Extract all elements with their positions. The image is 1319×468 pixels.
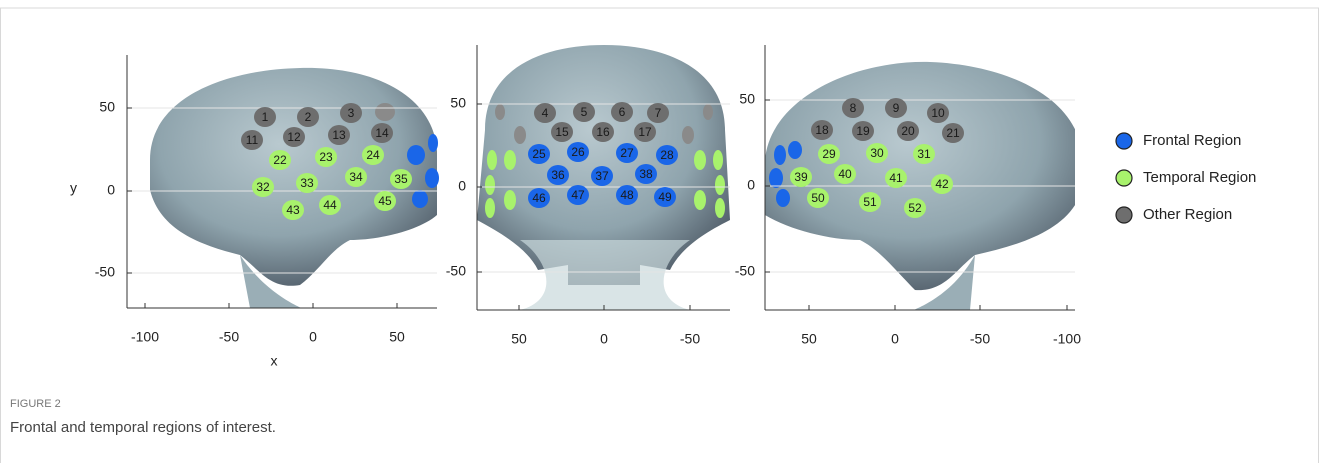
sensor-label: 38 — [639, 167, 653, 181]
caption-label: FIGURE 2 — [10, 398, 61, 410]
sensor-label: 11 — [246, 133, 259, 147]
sensor-label: 7 — [655, 106, 662, 120]
sensor-label: 49 — [658, 190, 672, 204]
sensor-label: 32 — [256, 180, 270, 194]
x-tick-label: -50 — [219, 329, 239, 345]
sensor-label: 27 — [620, 146, 634, 160]
sensor-label: 15 — [555, 125, 569, 139]
sensor-label: 6 — [619, 105, 626, 119]
y-tick-label: 50 — [739, 91, 755, 107]
sensor-label: 35 — [394, 172, 408, 186]
sensor-label: 18 — [815, 123, 829, 137]
sensor-label: 48 — [620, 188, 634, 202]
sensor-label: 25 — [532, 147, 546, 161]
y-tick-label: 50 — [99, 99, 115, 115]
sensor-label: 22 — [273, 153, 287, 167]
sensor-label: 19 — [856, 124, 870, 138]
sensor-label: 4 — [542, 106, 549, 120]
sensor-label: 29 — [822, 147, 836, 161]
x-tick-label: -100 — [131, 329, 159, 345]
sensor-label: 26 — [571, 145, 585, 159]
y-tick-label: -50 — [735, 263, 755, 279]
figure: y x FIGURE 2 Frontal and temporal region… — [0, 0, 1319, 463]
x-tick-label: -100 — [1053, 331, 1081, 347]
sensor-label: 52 — [908, 201, 922, 215]
sensor-label: 44 — [323, 198, 337, 212]
sensor-label: 21 — [946, 126, 960, 140]
y-tick-label: -50 — [446, 263, 466, 279]
x-tick-label: 0 — [309, 329, 317, 345]
page: y x FIGURE 2 Frontal and temporal region… — [0, 0, 1319, 468]
sensor-label: 39 — [794, 170, 808, 184]
sensor-label: 2 — [305, 110, 312, 124]
y-tick-label: 0 — [107, 182, 115, 198]
sensor-label: 28 — [660, 148, 674, 162]
caption: Frontal and temporal regions of interest… — [10, 419, 276, 436]
sensor-label: 47 — [571, 188, 585, 202]
sensor-label: 5 — [581, 105, 588, 119]
y-tick-label: 0 — [458, 178, 466, 194]
sensor-label: 10 — [931, 106, 945, 120]
sensor-label: 16 — [596, 125, 610, 139]
y-tick-label: -50 — [95, 264, 115, 280]
x-axis-label: x — [271, 353, 278, 369]
y-tick-label: 0 — [747, 177, 755, 193]
sensor-label: 40 — [838, 167, 852, 181]
legend-swatch — [1116, 207, 1132, 223]
sensor-label: 46 — [532, 191, 546, 205]
sensor-label: 41 — [889, 171, 903, 185]
sensor-label: 45 — [378, 194, 392, 208]
sensor-label: 31 — [917, 147, 931, 161]
legend-swatch — [1116, 170, 1132, 186]
sensor-label: 33 — [300, 176, 314, 190]
x-tick-label: 50 — [801, 331, 817, 347]
sensor-label: 8 — [850, 101, 857, 115]
legend-label: Frontal Region — [1143, 132, 1241, 149]
y-tick-label: 50 — [450, 95, 466, 111]
y-axis-label: y — [70, 180, 77, 196]
x-tick-label: 50 — [511, 331, 527, 347]
sensor-label: 37 — [595, 169, 609, 183]
sensor-label: 30 — [870, 146, 884, 160]
sensor-label: 36 — [551, 168, 565, 182]
sensor-label: 14 — [375, 126, 389, 140]
sensor-label: 17 — [638, 125, 652, 139]
brain-right — [765, 45, 1082, 310]
sensor-label: 20 — [901, 124, 915, 138]
sensor-label: 43 — [286, 203, 300, 217]
x-tick-label: -50 — [970, 331, 990, 347]
sensor-label: 23 — [319, 150, 333, 164]
sensor-label: 50 — [811, 191, 825, 205]
sensor-label: 3 — [348, 106, 355, 120]
x-tick-label: -50 — [680, 331, 700, 347]
x-tick-label: 0 — [600, 331, 608, 347]
sensor-label: 12 — [287, 130, 301, 144]
x-tick-label: 50 — [389, 329, 405, 345]
legend-label: Temporal Region — [1143, 169, 1256, 186]
sensor-label: 34 — [349, 170, 363, 184]
sensor-label: 51 — [863, 195, 877, 209]
sensor-label: 9 — [893, 101, 900, 115]
x-tick-label: 0 — [891, 331, 899, 347]
legend-swatch — [1116, 133, 1132, 149]
sensor-label: 42 — [935, 177, 949, 191]
sensor-label: 13 — [332, 128, 346, 142]
sensor-label: 24 — [366, 148, 380, 162]
legend-label: Other Region — [1143, 206, 1232, 223]
sensor-label: 1 — [262, 110, 269, 124]
